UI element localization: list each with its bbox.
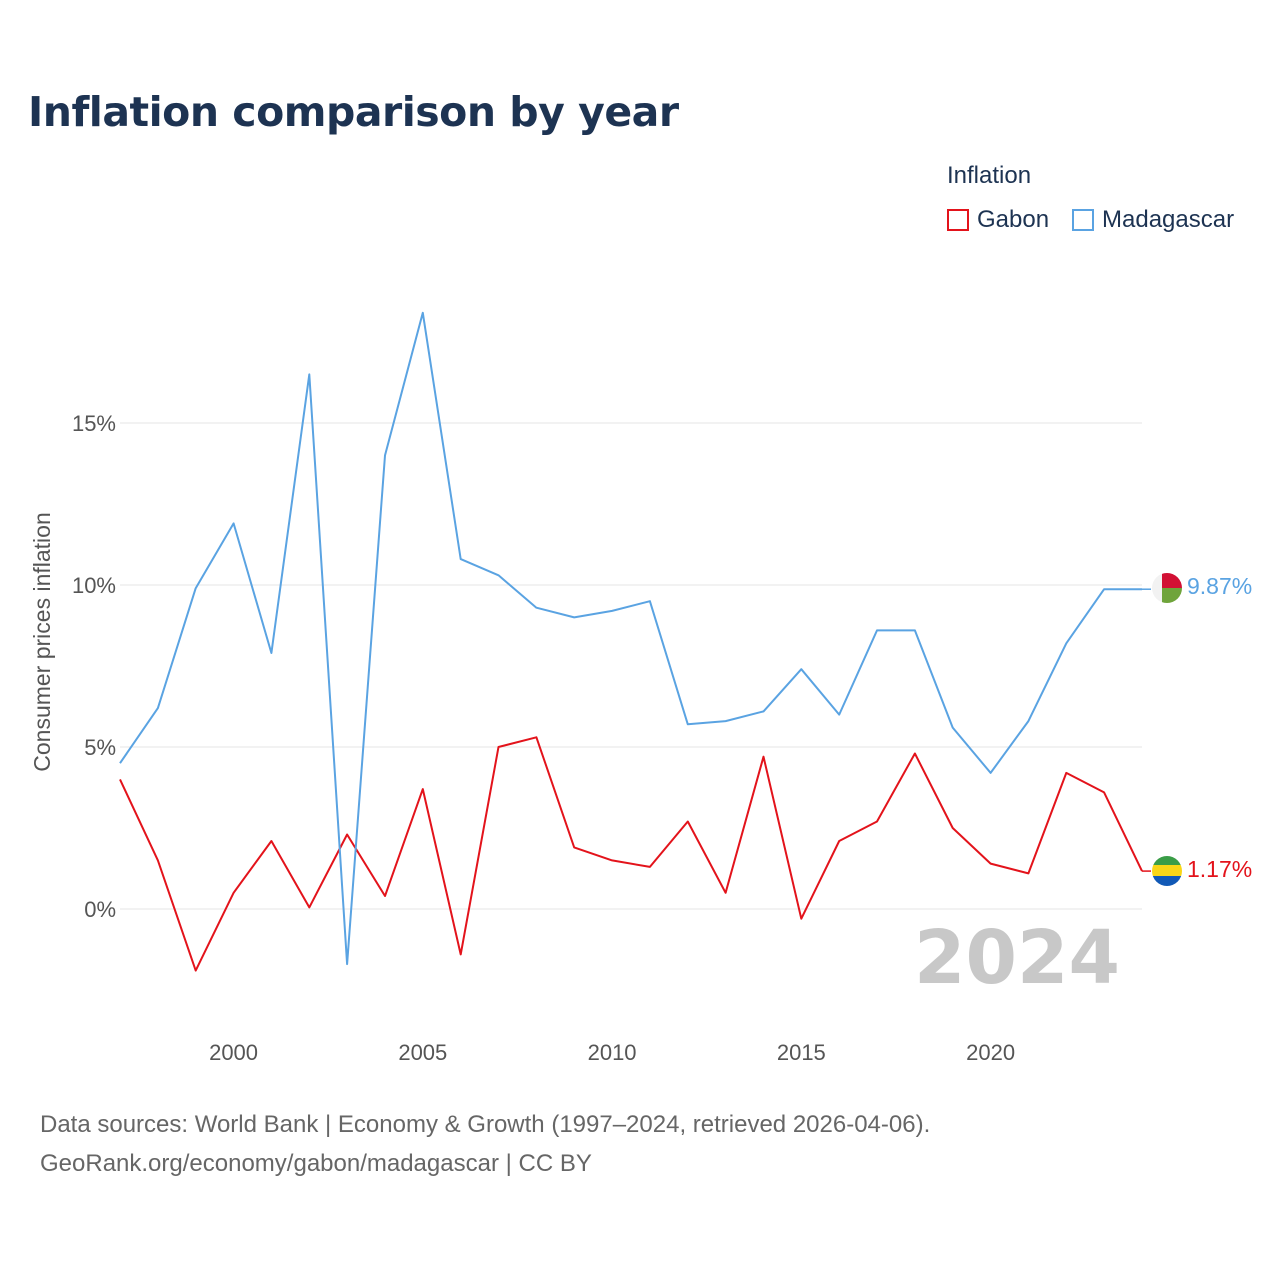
footer: Data sources: World Bank | Economy & Gro… [40, 1105, 930, 1183]
legend-swatch-madagascar [1072, 209, 1094, 231]
legend-title: Inflation [947, 162, 1032, 189]
x-tick-label: 2005 [398, 1040, 447, 1065]
year-watermark: 2024 [914, 915, 1120, 1001]
gridlines [120, 422, 1142, 910]
y-axis-title: Consumer prices inflation [29, 512, 55, 772]
gabon-end-value: 1.17% [1187, 856, 1252, 882]
x-tick-label: 2000 [209, 1040, 258, 1065]
footer-sources: Data sources: World Bank | Economy & Gro… [40, 1111, 931, 1138]
chart-title: Inflation comparison by year [28, 88, 679, 136]
series-line-madagascar[interactable] [119, 311, 1142, 966]
footer-link[interactable]: GeoRank.org/economy/gabon/madagascar | C… [40, 1150, 592, 1177]
series-end-markers: 9.87% 1.17% [1152, 573, 1252, 886]
madagascar-end-value: 9.87% [1187, 573, 1252, 599]
legend-label-madagascar: Madagascar [1102, 206, 1235, 233]
madagascar-flag-icon [1152, 573, 1182, 603]
x-tick-label: 2010 [588, 1040, 637, 1065]
series-line-gabon[interactable] [119, 736, 1143, 972]
y-tick-label: 0% [84, 897, 116, 922]
x-tick-label: 2015 [777, 1040, 826, 1065]
series-lines [119, 311, 1151, 972]
y-tick-label: 5% [84, 735, 116, 760]
legend-item-madagascar[interactable]: Madagascar [1072, 205, 1234, 235]
legend-item-gabon[interactable]: Gabon [947, 205, 1049, 235]
legend-swatch-gabon [947, 209, 969, 231]
x-axis-ticks: 2000 2005 2010 2015 2020 [209, 1040, 1015, 1065]
legend-label-gabon: Gabon [977, 206, 1050, 233]
y-tick-label: 10% [72, 573, 116, 598]
x-tick-label: 2020 [966, 1040, 1015, 1065]
chart-area: 0% 5% 10% 15% 2000 2005 2010 2015 2020 Consumer… [29, 311, 1252, 1065]
gabon-flag-icon [1152, 856, 1182, 886]
y-axis-ticks: 0% 5% 10% 15% [72, 411, 116, 922]
y-tick-label: 15% [72, 411, 116, 436]
